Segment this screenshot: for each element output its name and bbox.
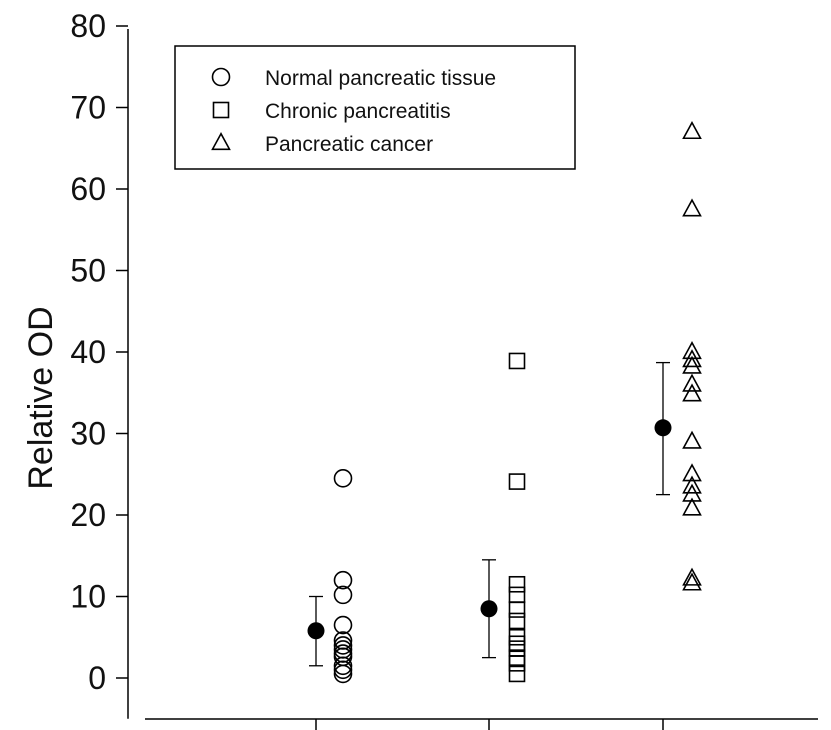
y-tick-label: 10 (70, 579, 106, 615)
data-point (682, 483, 702, 502)
data-point (333, 656, 353, 676)
data-point (682, 120, 702, 140)
legend-box (174, 45, 576, 170)
mean-point (307, 622, 325, 640)
data-point (333, 636, 353, 655)
data-point (508, 649, 526, 666)
data-point (508, 665, 526, 683)
data-point (682, 497, 702, 516)
data-point (682, 430, 702, 449)
data-point (508, 352, 526, 370)
data-point (333, 469, 353, 488)
data-point (682, 567, 702, 586)
data-point (508, 601, 526, 618)
data-point (508, 612, 526, 630)
data-point (508, 655, 526, 672)
y-tick-label: 70 (70, 90, 106, 126)
y-tick-label: 60 (70, 171, 106, 207)
data-point (333, 585, 353, 605)
series-circle-group (307, 469, 353, 684)
series-triangle-group (654, 120, 702, 591)
data-point (508, 473, 526, 490)
data-point (682, 373, 702, 392)
data-point (333, 664, 353, 684)
legend-label: Normal pancreatic tissue (265, 67, 496, 90)
data-point (682, 475, 702, 494)
y-tick-label: 50 (70, 253, 106, 289)
y-tick-label: 40 (70, 334, 106, 370)
data-point (682, 355, 702, 374)
mean-point (654, 419, 672, 437)
y-tick-label: 80 (70, 8, 106, 44)
data-point (682, 198, 702, 217)
legend-label: Chronic pancreatitis (265, 100, 451, 123)
data-point (333, 570, 353, 590)
data-point (508, 575, 526, 593)
data-point (682, 572, 702, 591)
data-point (682, 463, 702, 482)
data-point (508, 586, 526, 604)
y-tick-label: 0 (88, 660, 106, 696)
legend-marker-circle (211, 67, 231, 87)
series-square-group (480, 352, 526, 683)
y-tick-label: 30 (70, 416, 106, 452)
mean-point (480, 600, 498, 618)
data-point (333, 615, 353, 635)
data-point (508, 635, 526, 653)
data-point (508, 628, 526, 646)
y-axis-label: Relative OD (22, 306, 60, 489)
data-point (682, 383, 702, 402)
legend-marker-square (212, 101, 230, 119)
legend-marker-triangle (211, 132, 231, 151)
data-point (682, 349, 702, 368)
y-tick-label: 20 (70, 497, 106, 533)
data-point (333, 660, 353, 680)
data-point (508, 640, 526, 657)
legend-label: Pancreatic cancer (265, 133, 433, 156)
